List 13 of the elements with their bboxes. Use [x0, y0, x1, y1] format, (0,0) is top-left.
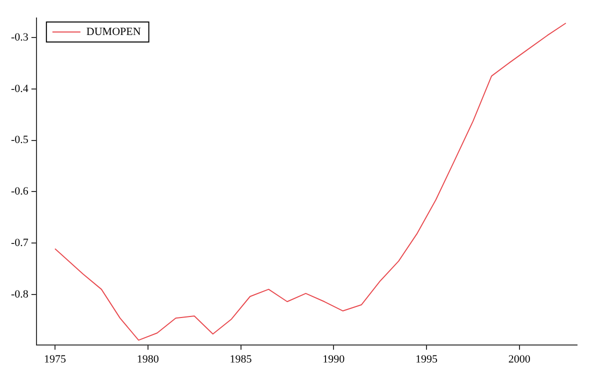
y-tick-label: -0.4: [10, 82, 29, 95]
y-tick-label: -0.7: [10, 236, 29, 249]
x-tick-label: 1995: [416, 353, 438, 366]
x-tick-label: 1985: [230, 353, 252, 366]
x-tick-label: 2000: [508, 353, 531, 366]
x-tick-label: 1975: [44, 353, 66, 366]
y-tick-label: -0.8: [10, 288, 29, 300]
legend-label: DUMOPEN: [86, 26, 141, 38]
x-tick-label: 1990: [322, 353, 346, 366]
y-tick-label: -0.6: [10, 186, 29, 198]
x-tick-label: 1980: [136, 353, 160, 366]
y-tick-label: -0.3: [10, 31, 29, 44]
y-tick-label: -0.5: [10, 134, 29, 146]
